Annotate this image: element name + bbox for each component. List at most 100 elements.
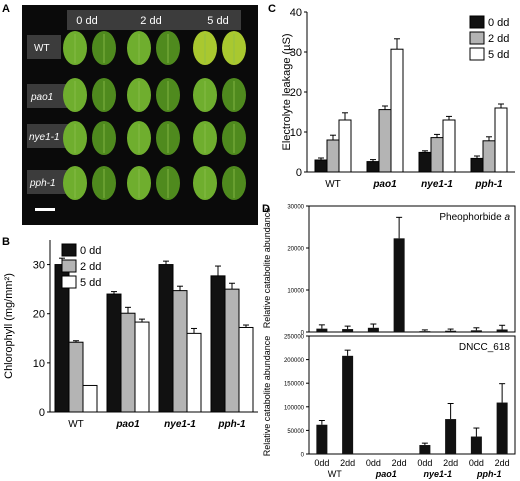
bar [494,107,508,173]
y-tick-label: 0 [301,331,305,337]
x-tick-label: 0dd [314,458,329,468]
x-tick-label: pao1 [115,419,140,430]
group-label: WT [328,469,342,479]
y-tick-label: 20 [290,87,302,99]
row-label-box-wt [27,35,61,59]
panel-d-letter: D [262,203,270,215]
legend-label: 2 dd [488,33,509,45]
group-label: pph-1 [476,469,502,479]
bar [342,329,354,332]
legend-swatch [469,47,485,61]
chart-annotation: DNCC_618 [459,342,511,353]
bar [106,293,122,413]
x-tick-label: WT [325,179,341,190]
y-tick-label: 30000 [287,205,304,211]
bar [419,445,431,454]
bar [442,119,456,173]
bar [224,288,240,413]
y-tick-label: 0 [296,167,302,179]
y-tick-label: 10 [290,127,302,139]
legend-swatch [61,275,77,289]
bar [172,290,188,413]
chart-annotation: Pheophorbide a [439,212,510,223]
bar [418,151,432,173]
bar [134,321,150,413]
row-label-box-pao1 [27,84,67,108]
bar [342,355,354,454]
bar [338,119,352,173]
panel-b-bars [54,257,254,413]
panel-a-letter: A [2,3,10,15]
x-tick-label: pph-1 [217,419,246,430]
bar [445,419,457,454]
y-tick-label: 0 [301,453,305,459]
y-tick-label: 250000 [284,335,305,341]
x-tick-label: 2dd [392,458,407,468]
x-tick-label: 0dd [469,458,484,468]
bar [393,238,405,332]
bar [326,139,340,173]
group-label: nye1-1 [423,469,452,479]
row-label-wt: WT [34,43,50,54]
bar [496,402,508,454]
panel-d: D Relative catabolite abundance Relative… [262,203,516,479]
panel-c-axes: 0 10 20 30 40 WT pao1 nye1-1 pph-1 [290,7,515,190]
x-tick-label: pao1 [372,179,397,190]
panel-c-letter: C [268,3,276,15]
y-tick-label: 30 [290,47,302,59]
legend-swatch [61,259,77,273]
bar [158,264,174,413]
legend-label: 0 dd [80,245,101,257]
panel-a: A 0 dd 2 dd 5 dd WT pao1 nye1-1 pph-1 [2,3,258,225]
panel-b-legend: 0 dd 2 dd 5 dd [61,243,101,289]
bar [120,312,136,413]
panel-d-bottom-y-axis-label: Relative catabolite abundance [262,336,272,457]
bar [210,275,226,413]
bar [316,328,328,332]
row-label-nye1-1: nye1-1 [29,132,60,143]
panel-c-legend: 0 dd 2 dd 5 dd [469,15,509,61]
x-tick-label: WT [68,419,84,430]
legend-label: 5 dd [80,277,101,289]
bar [482,140,496,173]
bar [238,326,254,413]
bar [445,330,457,332]
x-tick-label: nye1-1 [164,419,196,430]
legend-swatch [469,31,485,45]
y-tick-label: 0 [39,407,45,419]
legend-label: 5 dd [488,49,509,61]
bar [314,159,328,173]
plot-frame [308,205,516,333]
legend-swatch [61,243,77,257]
leaf-grid [63,31,246,200]
bar [366,161,380,173]
scale-bar [35,208,55,211]
bar [470,436,482,454]
bar [316,424,328,454]
x-tick-label: 2dd [495,458,510,468]
bar [390,48,404,173]
y-tick-label: 200000 [284,358,305,364]
y-tick-label: 20000 [287,247,304,253]
row-label-pph-1: pph-1 [29,178,56,189]
panel-d-top-y-axis-label: Relative catabolite abundance [262,208,272,329]
panel-b: B Chlorophyll (mg/mm²) 0 10 20 30 WT pao1 nye1… [2,236,258,430]
y-tick-label: 10000 [287,289,304,295]
column-label-0dd: 0 dd [76,15,97,27]
x-tick-label: pph-1 [474,179,503,190]
legend-label: 0 dd [488,17,509,29]
row-label-pao1: pao1 [30,92,53,103]
bar [68,341,84,413]
panel-b-y-axis-label: Chlorophyll (mg/mm²) [3,273,15,379]
column-label-5dd: 5 dd [207,15,228,27]
panel-c: C Electrolyte leakage (µS) 0 10 20 30 40 WT pa… [268,3,515,190]
panel-d-bottom-chart: 0 50000 100000 150000 200000 250000 DNCC_618 [284,335,516,459]
bar [496,329,508,332]
panel-b-letter: B [2,236,10,248]
x-tick-label: 2dd [340,458,355,468]
bar [82,384,98,413]
panel-c-bars [314,38,508,173]
x-tick-label: 0dd [417,458,432,468]
